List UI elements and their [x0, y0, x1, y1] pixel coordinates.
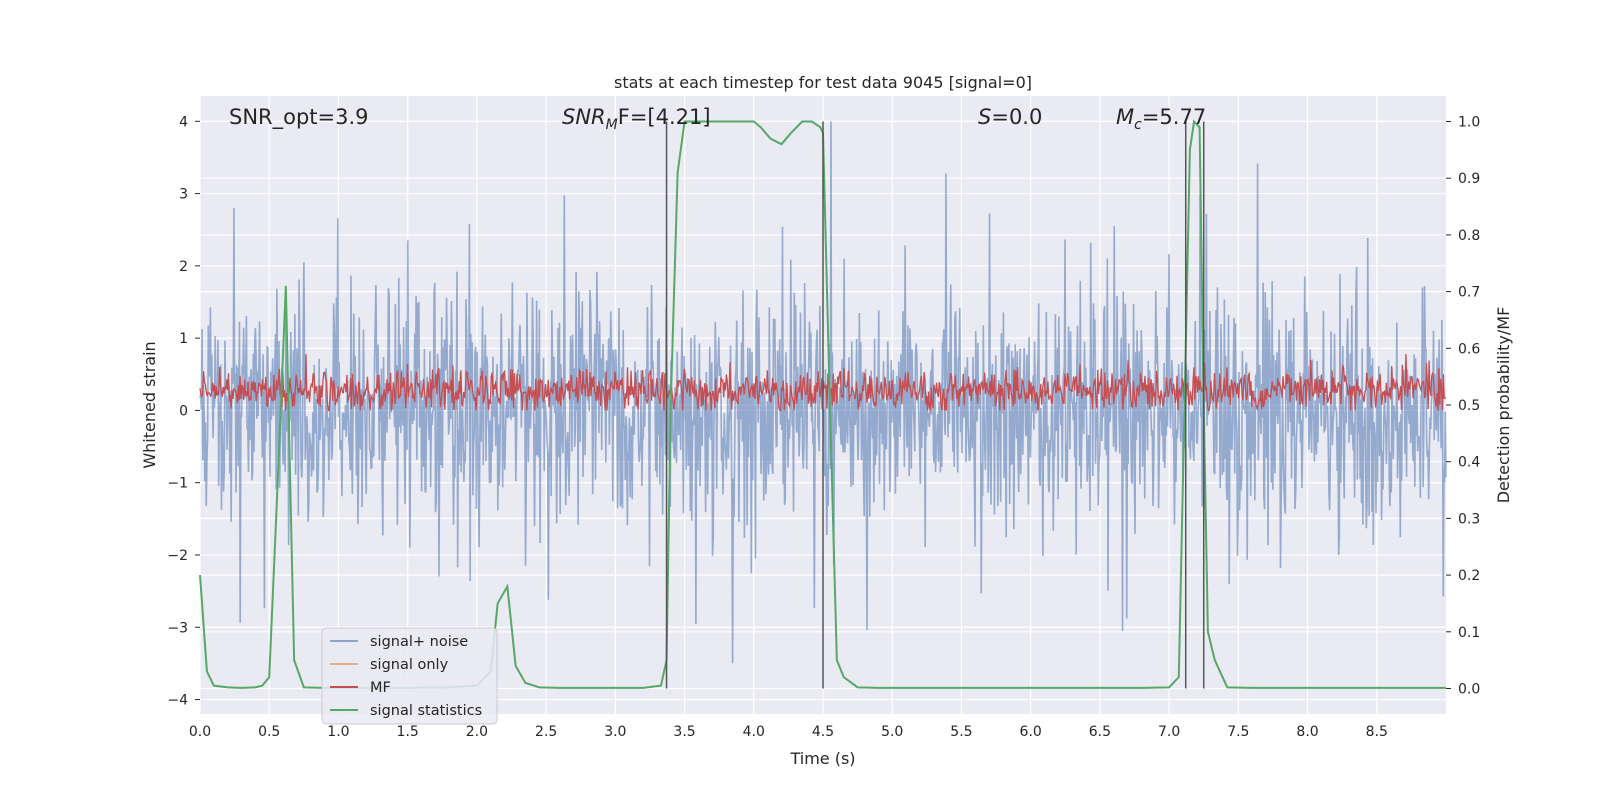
y-tick-label: 4: [179, 114, 188, 130]
line-signal-statistics: [199, 119, 1446, 689]
y-tick-label: 0: [179, 403, 188, 419]
y-tick-label: −4: [167, 693, 188, 709]
x-tick-label: 8.0: [1296, 724, 1318, 740]
vertical-marker-lines: [665, 121, 1205, 689]
legend-label-signal-noise: signal+ noise: [370, 634, 468, 650]
annotation-snr-opt: SNR_opt=3.9: [229, 105, 369, 130]
legend: signal+ noise signal only MF signal stat…: [321, 627, 498, 725]
x-tick-label: 1.0: [327, 724, 349, 740]
annotation-s: S=0.0: [978, 105, 1042, 129]
y-tick-label: −2: [167, 548, 188, 564]
annotation-mc-tail: =5.77: [1142, 105, 1206, 129]
y2-tick-labels: 1.0 0.9 0.8 0.7 0.6 0.5 0.4 0.3 0.2 0.1 0.0: [1446, 115, 1480, 697]
y2-tick-label: 0.4: [1458, 455, 1480, 471]
x-tick-label: 3.5: [673, 724, 695, 740]
y2-tick-label: 1.0: [1458, 115, 1480, 131]
y2-axis-label: Detection probability/MF: [1494, 307, 1513, 504]
annotation-mc-sub: c: [1134, 117, 1142, 133]
x-tick-label: 0.5: [258, 724, 280, 740]
y-axis-label: Whitened strain: [140, 341, 159, 468]
x-tick-label: 5.5: [950, 724, 972, 740]
y-tick-label: 1: [179, 331, 188, 347]
x-tick-label: 0.0: [189, 724, 211, 740]
y-tick-label: −3: [167, 620, 188, 636]
x-tick-label: 6.0: [1020, 724, 1042, 740]
y2-tick-label: 0.3: [1458, 511, 1480, 527]
y-tick-label: −1: [167, 476, 188, 492]
annotation-mc-var: M: [1116, 105, 1134, 129]
annotation-snr-mf-base: SNR: [562, 105, 606, 129]
y2-tick-label: 0.9: [1458, 171, 1480, 187]
annotation-snr-mf-sub: M: [606, 117, 618, 133]
x-tick-labels: 0.0 0.5 1.0 1.5 2.0 2.5 3.0 3.5 4.0 4.5 5.0 5.5 6.0 6…: [189, 724, 1388, 740]
legend-label-mf: MF: [370, 680, 391, 696]
y-tick-label: 3: [179, 187, 188, 203]
x-axis-label: Time (s): [789, 749, 855, 768]
annotation-snr-mf: SNRMF=[4.21]: [562, 105, 711, 133]
y2-tick-label: 0.0: [1458, 681, 1480, 697]
y2-tick-label: 0.8: [1458, 228, 1480, 244]
y2-tick-label: 0.5: [1458, 398, 1480, 414]
y2-tick-label: 0.7: [1458, 285, 1480, 301]
annotation-s-tail: =0.0: [991, 105, 1042, 129]
x-tick-label: 7.0: [1158, 724, 1180, 740]
y-tick-labels: 4 3 2 1 0 −1 −2 −3 −4: [167, 114, 200, 709]
x-tick-label: 6.5: [1089, 724, 1111, 740]
legend-label-signal-statistics: signal statistics: [370, 703, 482, 719]
chart-title: stats at each timestep for test data 904…: [614, 73, 1032, 92]
x-tick-label: 5.0: [881, 724, 903, 740]
x-tick-label: 4.0: [743, 724, 765, 740]
legend-box: [321, 627, 498, 725]
y2-tick-label: 0.1: [1458, 625, 1480, 641]
x-tick-label: 2.0: [466, 724, 488, 740]
x-tick-label: 1.5: [397, 724, 419, 740]
y2-tick-label: 0.2: [1458, 568, 1480, 584]
series-signal-statistics: [199, 119, 1446, 689]
y2-tick-label: 0.6: [1458, 341, 1480, 357]
x-tick-label: 3.0: [604, 724, 626, 740]
x-tick-label: 2.5: [535, 724, 557, 740]
x-tick-label: 7.5: [1227, 724, 1249, 740]
annotation-snr-mf-tail: F=[4.21]: [618, 105, 711, 129]
annotation-mc: Mc=5.77: [1116, 105, 1206, 133]
annotation-s-var: S: [978, 105, 991, 129]
x-tick-label: 8.5: [1366, 724, 1388, 740]
legend-label-signal-only: signal only: [370, 657, 449, 673]
y-tick-label: 2: [179, 259, 188, 275]
x-tick-label: 4.5: [812, 724, 834, 740]
